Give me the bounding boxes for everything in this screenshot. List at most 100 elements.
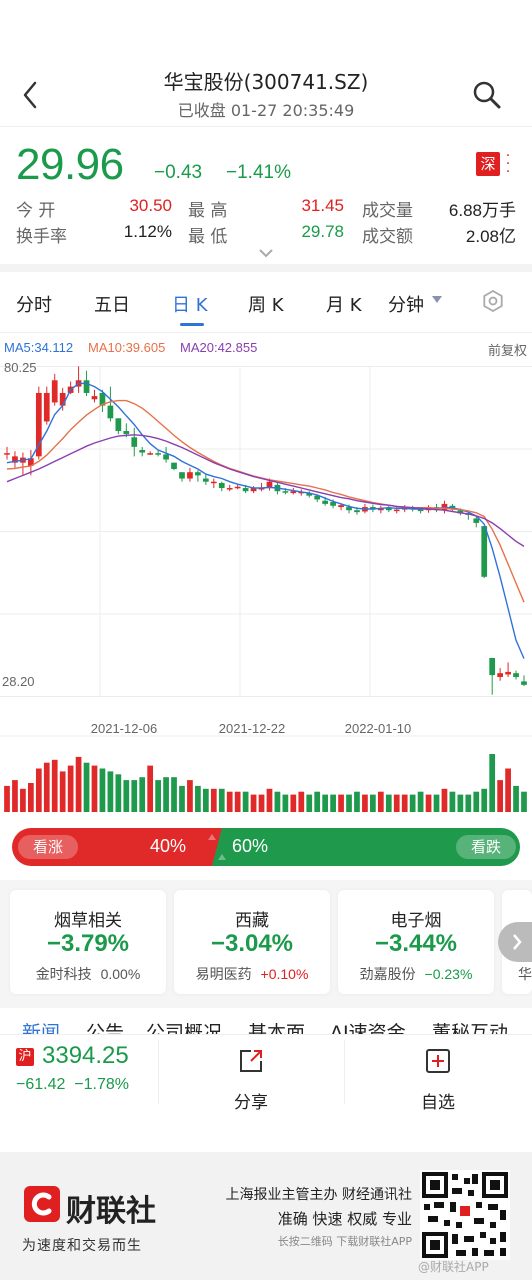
sentiment-divider-icon [200, 828, 236, 866]
sector-leader: 金时科技 0.00% [10, 964, 166, 984]
exchange-badge: 深 [476, 152, 500, 176]
kline-chart[interactable]: 80.25 28.20 2021-12-06 2021-12-22 2022-01-10 [0, 356, 532, 812]
volume-bar [409, 794, 416, 812]
volume-bar [218, 788, 225, 812]
x-axis-date-label: 2022-01-10 [345, 721, 412, 736]
stat-value-low: 29.78 [301, 222, 344, 241]
market-status: 已收盘 01-27 20:35:49 [177, 101, 355, 120]
sector-card[interactable]: 电子烟 −3.44% 劲嘉股份 −0.23% [338, 890, 494, 994]
tab-minute[interactable]: 分钟 [388, 295, 424, 316]
ma5-legend: MA5:34.112 [4, 340, 74, 355]
footer-line1: 上海报业主管主办 财经通讯社 [225, 1187, 412, 1203]
volume-bar [417, 791, 424, 812]
candle-body [202, 478, 209, 482]
qr-code-icon [420, 1170, 510, 1260]
divider [344, 1040, 345, 1104]
volume-bar [346, 794, 352, 812]
leader-pct: −0.23% [424, 966, 473, 982]
candle-body [4, 453, 10, 455]
volume-bar [210, 788, 217, 812]
volume-bar [306, 794, 313, 812]
candle-body [43, 392, 50, 422]
sector-pct: −3.04% [210, 930, 294, 957]
tab-five-day[interactable]: 五日 [94, 295, 130, 316]
add-watchlist-icon[interactable] [425, 1048, 451, 1074]
share-button[interactable]: 分享 [234, 1093, 268, 1113]
volume-bar [59, 771, 66, 812]
tab-monthly-k[interactable]: 月 K [326, 295, 362, 316]
x-axis-date-label: 2021-12-22 [219, 721, 286, 736]
candle-body [521, 681, 527, 685]
candle-body [27, 458, 34, 466]
more-icon[interactable]: · · · [505, 148, 511, 180]
ma20-legend: MA20:42.855 [180, 340, 258, 355]
bullish-button[interactable]: 看涨 [18, 835, 78, 859]
brand-slogan: 为速度和交易而生 [22, 1238, 142, 1254]
candle-body [290, 491, 297, 494]
volume-bar [131, 780, 138, 812]
volume-bar [250, 794, 257, 812]
divider [0, 126, 532, 127]
share-icon[interactable] [238, 1048, 264, 1074]
candle-body [99, 392, 106, 406]
footer-line2: 准确 快速 权威 专业 [277, 1210, 412, 1228]
tab-daily-k[interactable]: 日 K [172, 295, 208, 316]
brand-name: 财联社 [66, 1194, 156, 1229]
leader-name: 金时科技 [35, 967, 92, 983]
candle-body [393, 509, 400, 512]
tab-weekly-k[interactable]: 周 K [248, 295, 284, 316]
volume-bar [465, 794, 472, 812]
y-axis-min-label: 28.20 [2, 674, 35, 689]
bearish-bar[interactable] [212, 828, 520, 866]
volume-bar [43, 762, 50, 812]
search-icon[interactable] [470, 78, 504, 112]
adjust-mode-label[interactable]: 前复权 [488, 344, 528, 359]
volume-bar [338, 794, 344, 812]
volume-bar [258, 794, 265, 812]
candle-body [481, 526, 488, 577]
volume-bar [91, 765, 98, 812]
volume-bar [513, 785, 519, 812]
bullish-bar[interactable] [12, 828, 217, 866]
volume-bar [226, 791, 233, 812]
candle-body [306, 493, 313, 496]
candle-body [330, 501, 336, 506]
volume-bar [314, 791, 321, 812]
dropdown-caret-icon[interactable] [432, 296, 442, 304]
watchlist-button[interactable]: 自选 [421, 1093, 455, 1113]
sector-name: 电子烟 [390, 911, 442, 931]
expand-chevron-icon[interactable] [256, 246, 276, 260]
volume-bar [163, 777, 169, 812]
tab-intraday[interactable]: 分时 [16, 295, 52, 316]
index-value[interactable]: 3394.25 [42, 1042, 129, 1069]
stat-value-turnover: 1.12% [123, 222, 172, 241]
candle-body [282, 491, 289, 493]
sector-card[interactable]: 烟草相关 −3.79% 金时科技 0.00% [10, 890, 166, 994]
volume-bar [433, 794, 440, 812]
candle-body [155, 453, 161, 455]
bearish-button[interactable]: 看跌 [456, 835, 516, 859]
last-price: 29.96 [16, 140, 124, 189]
price-change: −0.43 [154, 162, 203, 183]
active-tab-indicator [180, 323, 204, 326]
volume-bar [521, 791, 527, 812]
volume-bar [497, 780, 504, 812]
candle-body [59, 392, 66, 406]
candle-body [218, 482, 225, 489]
candle-body [51, 380, 58, 403]
leader-name: 易明医药 [195, 967, 252, 983]
volume-bar [489, 754, 496, 812]
stock-title: 华宝股份(300741.SZ) [163, 70, 369, 94]
divider [0, 332, 532, 333]
candle-body [147, 453, 154, 455]
volume-bar [377, 791, 384, 812]
brand-logo-icon [24, 1186, 60, 1222]
volume-bar [282, 794, 289, 812]
bullish-pct: 40% [150, 836, 187, 856]
next-sector-button[interactable] [498, 922, 532, 962]
sector-card[interactable]: 西藏 −3.04% 易明医药 +0.10% [174, 890, 330, 994]
sector-pct: −3.44% [374, 930, 458, 957]
back-arrow-icon[interactable] [20, 80, 40, 110]
settings-gear-icon[interactable] [482, 290, 504, 312]
candle-body [139, 450, 146, 453]
